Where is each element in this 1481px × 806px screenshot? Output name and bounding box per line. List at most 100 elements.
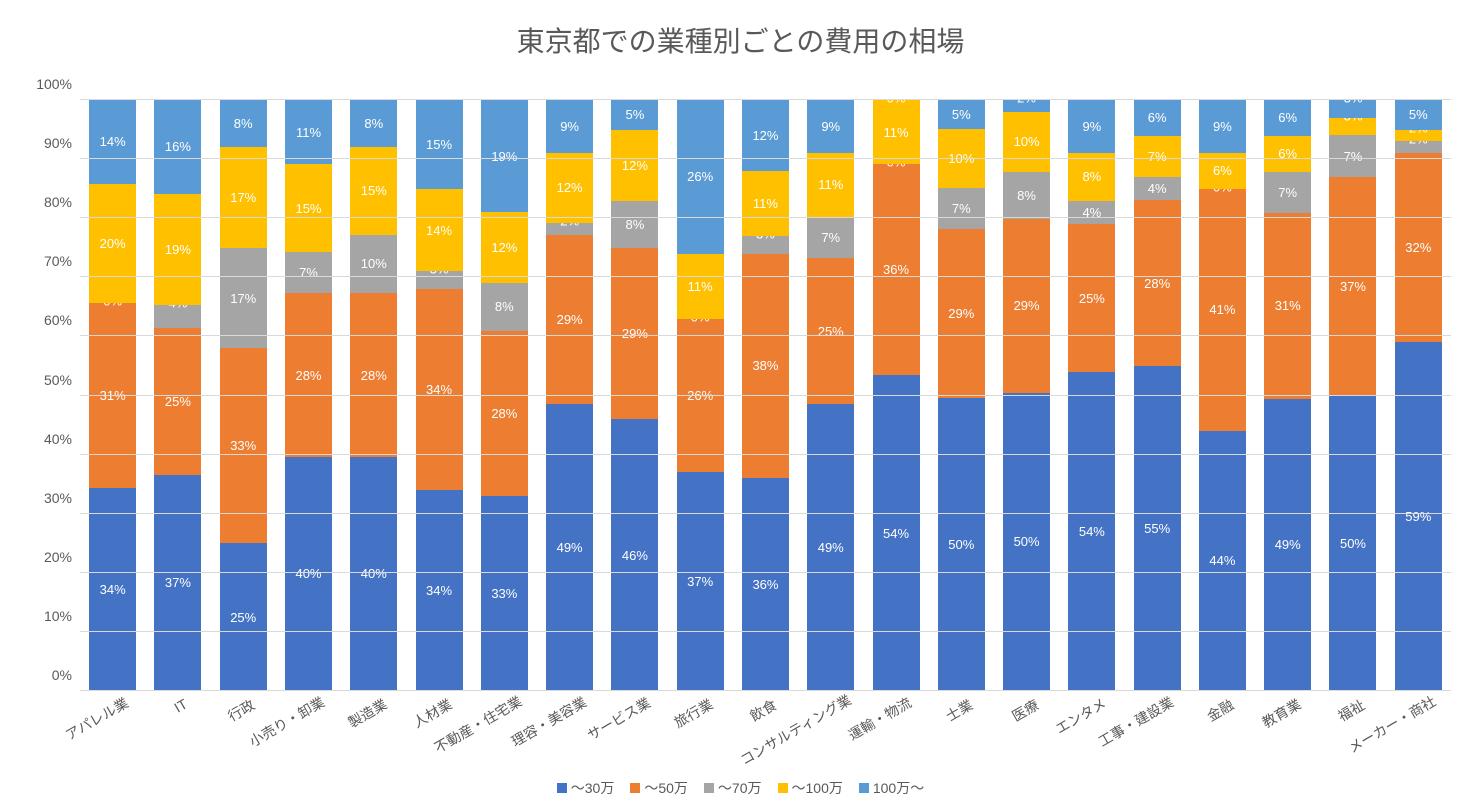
segment-label: 11%: [753, 197, 778, 210]
bar-slot: 50%37%7%3%3%福祉: [1320, 100, 1385, 691]
bar-slot: 44%41%0%6%9%金融: [1190, 100, 1255, 691]
bar-segment: 37%: [1329, 177, 1376, 396]
segment-label: 41%: [1209, 303, 1235, 316]
bar-segment: 7%: [1329, 135, 1376, 176]
bar-segment: 6%: [1134, 100, 1181, 135]
grid-line: [80, 513, 1451, 514]
bar-segment: 19%: [154, 194, 201, 305]
x-category-label: 旅行業: [670, 694, 716, 732]
segment-label: 25%: [230, 611, 256, 624]
segment-label: 38%: [752, 359, 778, 372]
bar-segment: 7%: [1134, 136, 1181, 177]
segment-label: 7%: [1148, 150, 1167, 163]
bar-segment: 19%: [481, 100, 528, 212]
segment-label: 10%: [1014, 135, 1040, 148]
legend-swatch: [557, 783, 567, 793]
segment-label: 9%: [1082, 120, 1101, 133]
bar-segment: 34%: [416, 289, 463, 490]
bar-segment: 7%: [807, 217, 854, 258]
legend-swatch: [778, 783, 788, 793]
bar-segment: 7%: [938, 188, 985, 229]
grid-line: [80, 335, 1451, 336]
bar-slot: 59%32%2%2%5%メーカー・商社: [1386, 100, 1451, 691]
chart-title: 東京都での業種別ごとの費用の相場: [0, 0, 1481, 70]
bar-slot: 34%31%0%20%14%アパレル業: [80, 100, 145, 691]
bar-segment: 2%: [1395, 130, 1442, 142]
segment-label: 37%: [165, 576, 191, 589]
grid-line: [80, 217, 1451, 218]
bar: 33%28%8%12%19%: [481, 100, 528, 691]
bar: 36%38%3%11%12%: [742, 100, 789, 691]
bar-segment: 8%: [481, 283, 528, 330]
bar-segment: 3%: [1329, 118, 1376, 136]
bar-segment: 15%: [350, 147, 397, 235]
x-category-label: 医療: [1008, 695, 1042, 726]
segment-label: 11%: [818, 178, 843, 191]
bar-segment: 5%: [611, 100, 658, 130]
grid-line: [80, 395, 1451, 396]
segment-label: 8%: [495, 300, 514, 313]
bar-segment: 20%: [89, 184, 136, 303]
bar-segment: 6%: [1264, 100, 1311, 136]
bar-segment: 25%: [220, 543, 267, 691]
segment-label: 5%: [625, 108, 644, 121]
legend-item: 100万～: [859, 778, 924, 798]
bar: 50%37%7%3%3%: [1329, 100, 1376, 691]
segment-label: 46%: [622, 549, 648, 562]
segment-label: 33%: [230, 439, 256, 452]
y-tick-label: 80%: [44, 194, 80, 210]
segment-label: 49%: [557, 541, 583, 554]
segment-label: 4%: [1148, 182, 1167, 195]
segment-label: 29%: [948, 307, 974, 320]
segment-label: 9%: [821, 120, 840, 133]
bar-segment: 4%: [1134, 177, 1181, 201]
segment-label: 55%: [1144, 522, 1170, 535]
bar: 54%36%0%11%0%: [873, 100, 920, 691]
segment-label: 16%: [165, 140, 191, 153]
y-tick-label: 50%: [44, 372, 80, 388]
bar-segment: 9%: [1068, 100, 1115, 153]
segment-label: 31%: [100, 389, 126, 402]
bar-segment: 34%: [416, 490, 463, 691]
segment-label: 6%: [1278, 111, 1297, 124]
bar: 34%34%3%14%15%: [416, 100, 463, 691]
segment-label: 28%: [361, 369, 387, 382]
bar-segment: 31%: [1264, 213, 1311, 398]
y-tick-label: 60%: [44, 312, 80, 328]
bar-segment: 5%: [938, 100, 985, 129]
bar: 37%26%0%11%26%: [677, 100, 724, 691]
bar: 49%31%7%6%6%: [1264, 100, 1311, 691]
bar-segment: 8%: [611, 201, 658, 248]
segment-label: 49%: [1275, 538, 1301, 551]
bar-slot: 50%29%7%10%5%士業: [929, 100, 994, 691]
bar-segment: 8%: [1068, 153, 1115, 200]
bar-segment: 49%: [546, 404, 593, 691]
segment-label: 12%: [557, 181, 583, 194]
segment-label: 40%: [361, 567, 387, 580]
bar-segment: 40%: [350, 457, 397, 691]
y-tick-label: 20%: [44, 549, 80, 565]
bar-segment: 44%: [1199, 431, 1246, 691]
bar-segment: 11%: [677, 254, 724, 319]
x-category-label: 製造業: [344, 694, 390, 732]
segment-label: 37%: [1340, 280, 1366, 293]
bar-segment: 37%: [154, 475, 201, 692]
bar-segment: 9%: [1199, 100, 1246, 153]
bar-segment: 2%: [1003, 100, 1050, 112]
bar-segment: 5%: [1395, 100, 1442, 130]
bar-segment: 34%: [89, 488, 136, 691]
segment-label: 50%: [1014, 535, 1040, 548]
bar-segment: 50%: [1003, 393, 1050, 691]
segment-label: 54%: [883, 527, 909, 540]
segment-label: 19%: [165, 243, 191, 256]
bar-segment: 28%: [350, 293, 397, 457]
legend-label: 100万～: [873, 778, 924, 798]
bar-slot: 25%33%17%17%8%行政: [211, 100, 276, 691]
segment-label: 17%: [230, 292, 256, 305]
bar-segment: 10%: [350, 235, 397, 294]
bar-segment: 36%: [742, 478, 789, 691]
segment-label: 9%: [1213, 120, 1232, 133]
segment-label: 19%: [491, 150, 517, 163]
y-tick-label: 30%: [44, 490, 80, 506]
x-category-label: 士業: [942, 695, 976, 726]
